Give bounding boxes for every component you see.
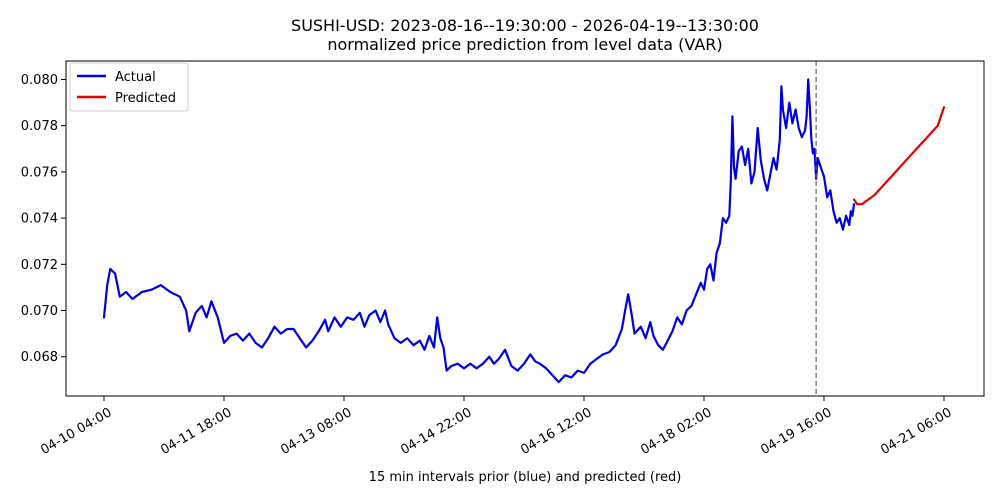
chart-title: SUSHI-USD: 2023-08-16--19:30:00 - 2026-0… [291, 16, 759, 35]
x-tick-label: 04-19 16:00 [758, 405, 834, 458]
x-tick-label: 04-16 12:00 [518, 405, 594, 458]
x-tick-label: 04-18 02:00 [638, 405, 714, 458]
x-tick-label: 04-11 18:00 [158, 405, 234, 458]
series-layer [102, 78, 946, 384]
y-tick-label: 0.072 [21, 258, 58, 273]
plot-area-frame [65, 60, 985, 397]
legend: Actual Predicted [69, 62, 189, 112]
x-tick-label: 04-14 22:00 [398, 405, 474, 458]
y-tick-label: 0.074 [21, 212, 58, 227]
y-axis: 0.068 0.070 0.072 0.074 0.076 0.078 0.080 [21, 73, 66, 365]
y-tick-label: 0.078 [21, 119, 58, 134]
x-tick-label: 04-10 04:00 [38, 405, 114, 458]
x-axis: 04-10 04:00 04-11 18:00 04-13 08:00 04-14 2… [38, 396, 955, 458]
x-tick-label: 04-13 08:00 [278, 405, 354, 458]
legend-label-actual: Actual [115, 70, 156, 85]
series-line-actual [102, 78, 856, 384]
y-tick-label: 0.076 [21, 165, 58, 180]
y-tick-label: 0.080 [21, 73, 58, 88]
y-tick-label: 0.068 [21, 350, 58, 365]
y-tick-label: 0.070 [21, 304, 58, 319]
x-axis-label: 15 min intervals prior (blue) and predic… [369, 470, 682, 485]
x-tick-label: 04-21 06:00 [878, 405, 954, 458]
chart-subtitle: normalized price prediction from level d… [327, 35, 722, 54]
legend-label-predicted: Predicted [115, 91, 176, 106]
series-line-predicted [852, 106, 946, 206]
